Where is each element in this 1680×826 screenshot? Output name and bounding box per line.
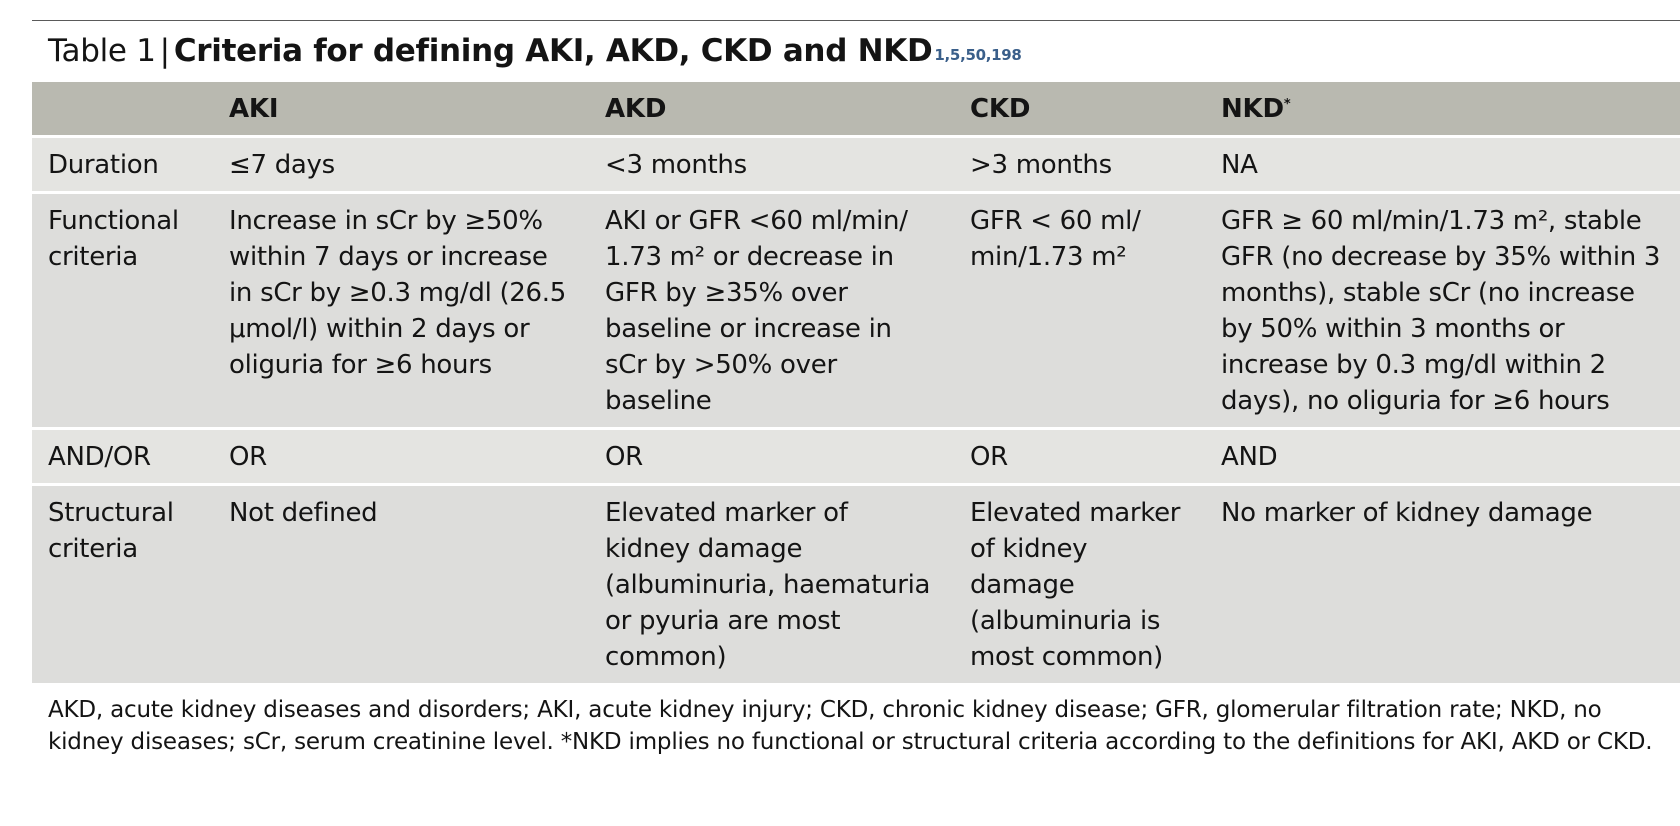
table-title: Table 1 | Criteria for defining AKI, AKD, … (48, 30, 1022, 72)
table-row-and-or: AND/OR OR OR OR AND (32, 428, 1680, 485)
cell-nkd: No marker of kidney damage (1221, 498, 1593, 528)
cell-nkd: GFR ≥ 60 ml/min/1.73 m², stable GFR (no … (1221, 206, 1661, 416)
table-footnote: AKD, acute kidney diseases and disorders… (48, 697, 1653, 755)
criteria-table: AKI AKD CKD NKD* Duration ≤7 days <3 mon… (32, 82, 1680, 683)
cell-akd: OR (605, 442, 643, 472)
header-row: AKI AKD CKD NKD* (32, 82, 1680, 137)
header-nkd-footnote-mark: * (1283, 96, 1291, 112)
row-label: Duration (48, 150, 159, 180)
table-title-text: Criteria for defining AKI, AKD, CKD and … (173, 33, 933, 69)
cell-aki: Not defined (229, 498, 378, 528)
cell-akd: Elevated marker of kidney damage (albumi… (605, 498, 931, 672)
cell-nkd: AND (1221, 442, 1278, 472)
header-aki: AKI (229, 93, 279, 124)
cell-ckd: >3 months (970, 150, 1112, 180)
row-label: Functional criteria (48, 206, 179, 272)
table-row-functional-criteria: Functional criteria Increase in sCr by ≥… (32, 192, 1680, 429)
cell-ckd: OR (970, 442, 1008, 472)
header-ckd: CKD (970, 93, 1031, 124)
cell-aki: ≤7 days (229, 150, 335, 180)
row-label: Structural criteria (48, 498, 174, 564)
row-label: AND/OR (48, 442, 151, 472)
header-nkd-label: NKD (1221, 93, 1284, 124)
cell-akd: AKI or GFR <60 ml/min/ 1.73 m² or decrea… (605, 206, 908, 416)
cell-aki: OR (229, 442, 267, 472)
header-nkd: NKD* (1205, 82, 1680, 137)
table-row-structural-criteria: Structural criteria Not defined Elevated… (32, 484, 1680, 683)
table-label: Table 1 (48, 33, 156, 69)
top-rule (32, 20, 1680, 21)
cell-ckd: GFR < 60 ml/ min/1.73 m² (970, 206, 1141, 272)
cell-aki: Increase in sCr by ≥50% within 7 days or… (229, 206, 566, 380)
table-row-duration: Duration ≤7 days <3 months >3 months NA (32, 136, 1680, 193)
cell-akd: <3 months (605, 150, 747, 180)
reference-superscript[interactable]: 1,5,50,198 (934, 46, 1022, 64)
cell-nkd: NA (1221, 150, 1258, 180)
title-separator: | (159, 33, 170, 69)
header-akd: AKD (605, 93, 667, 124)
cell-ckd: Elevated marker of kidney damage (albumi… (970, 498, 1181, 672)
header-corner (32, 82, 213, 137)
